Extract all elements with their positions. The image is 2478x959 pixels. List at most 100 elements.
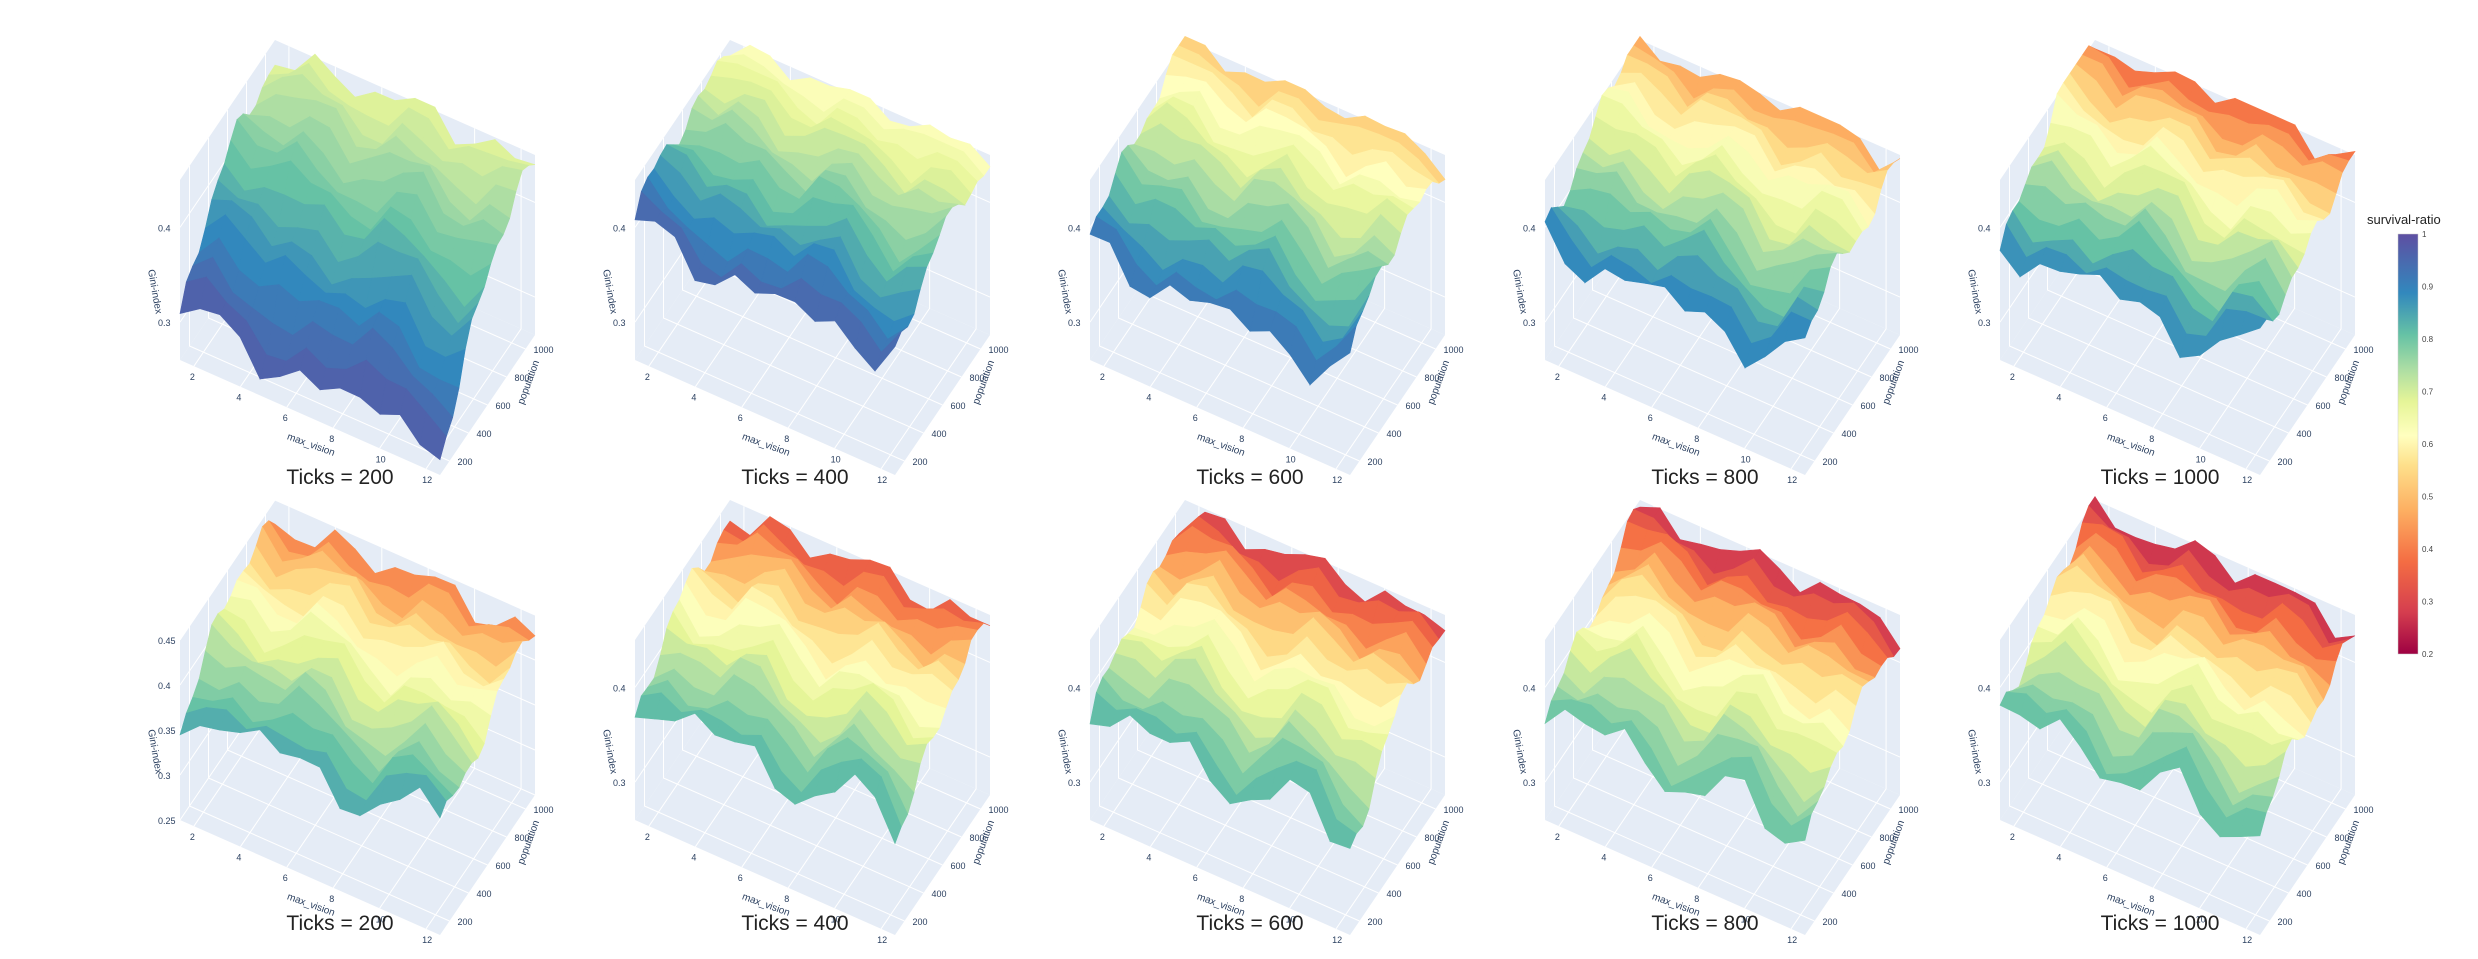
z-tick-label: 0.4 <box>1068 683 1081 693</box>
z-tick-label: 0.25 <box>158 816 176 826</box>
surface-mesh <box>634 44 991 372</box>
x-tick-label: 4 <box>691 853 696 863</box>
grid-x <box>425 148 522 470</box>
y-tick-label: 600 <box>1406 861 1421 871</box>
z-tick-label: 0.3 <box>1068 778 1081 788</box>
z-axis-label: Gini-index <box>1055 729 1074 775</box>
x-tick-label: 6 <box>283 873 288 883</box>
colorbar-ticks: 1 0.9 0.8 0.7 0.6 0.5 0.4 0.3 0.2 <box>2422 230 2434 659</box>
y-tick-label: 400 <box>2297 889 2312 899</box>
z-axis-label: Gini-index <box>600 729 619 775</box>
y-tick-label: 400 <box>1387 889 1402 899</box>
surface-mesh <box>1089 36 1446 386</box>
x-tick-label: 4 <box>1601 393 1606 403</box>
y-tick-label: 200 <box>2278 457 2293 467</box>
grid-x <box>880 608 977 930</box>
y-tick-label: 1000 <box>1899 805 1919 815</box>
colorbar-tick-label: 0.6 <box>2422 440 2434 449</box>
panel-caption: Ticks = 800 <box>1651 912 1758 935</box>
surface-quad <box>1784 813 1812 844</box>
surface-mesh <box>179 520 536 819</box>
x-tick-label: 10 <box>1286 454 1296 464</box>
z-tick-label: 0.4 <box>1068 223 1081 233</box>
grid-x <box>2245 148 2342 470</box>
x-tick-label: 8 <box>2149 894 2154 904</box>
x-tick-label: 12 <box>422 475 432 485</box>
surface-panel: 2468101220040060080010000.30.4max_vision… <box>1965 40 2374 489</box>
x-tick-label: 2 <box>190 832 195 842</box>
z-tick-label: 0.3 <box>158 771 171 781</box>
y-tick-label: 400 <box>2297 429 2312 439</box>
x-tick-label: 2 <box>1555 372 1560 382</box>
y-tick-label: 1000 <box>1444 345 1464 355</box>
y-tick-label: 800 <box>970 833 985 843</box>
y-tick-label: 200 <box>1823 917 1838 927</box>
z-axis-label: Gini-index <box>1965 729 1984 775</box>
surface-quad <box>1329 324 1357 367</box>
x-tick-label: 8 <box>329 434 334 444</box>
z-tick-label: 0.4 <box>1523 223 1536 233</box>
z-tick-label: 0.4 <box>158 681 171 691</box>
panel-caption: Ticks = 1000 <box>2101 912 2220 935</box>
surface-panel: 2468101220040060080010000.30.4max_vision… <box>145 40 554 489</box>
x-tick-label: 4 <box>691 393 696 403</box>
x-tick-label: 6 <box>2103 873 2108 883</box>
z-axis-label: Gini-index <box>145 269 164 315</box>
x-tick-label: 6 <box>1193 873 1198 883</box>
z-tick-label: 0.3 <box>1978 318 1991 328</box>
y-tick-label: 1000 <box>534 805 554 815</box>
x-tick-label: 4 <box>2056 853 2061 863</box>
surface-quad <box>874 331 902 372</box>
y-tick-label: 1000 <box>989 345 1009 355</box>
y-tick-label: 600 <box>1861 401 1876 411</box>
y-tick-label: 800 <box>1425 833 1440 843</box>
surface-panel: 2468101220040060080010000.30.4max_vision… <box>1055 500 1464 945</box>
y-tick-label: 800 <box>2335 373 2350 383</box>
surface-panel: 2468101220040060080010000.30.4max_vision… <box>600 500 1009 945</box>
colorbar-gradient <box>2397 233 2419 655</box>
z-axis-label: Gini-index <box>1965 269 1984 315</box>
y-tick-label: 800 <box>970 373 985 383</box>
x-tick-label: 2 <box>645 372 650 382</box>
y-tick-label: 200 <box>1368 917 1383 927</box>
y-tick-label: 600 <box>951 401 966 411</box>
x-tick-label: 6 <box>1193 413 1198 423</box>
y-tick-label: 600 <box>496 401 511 411</box>
surface-panel: 2468101220040060080010000.30.4max_vision… <box>600 40 1009 489</box>
z-tick-label: 0.4 <box>1978 683 1991 693</box>
x-tick-label: 2 <box>1100 372 1105 382</box>
surface-mesh <box>1544 506 1901 844</box>
y-tick-label: 400 <box>477 429 492 439</box>
panel-caption: Ticks = 400 <box>741 912 848 935</box>
panel-caption: Ticks = 200 <box>286 912 393 935</box>
z-tick-label: 0.3 <box>1523 778 1536 788</box>
y-tick-label: 200 <box>913 917 928 927</box>
x-tick-label: 4 <box>1146 853 1151 863</box>
surface-panels: 2468101220040060080010000.30.4max_vision… <box>145 35 2374 945</box>
y-tick-label: 1000 <box>1444 805 1464 815</box>
panel-caption: Ticks = 600 <box>1196 912 1303 935</box>
y-tick-label: 600 <box>1406 401 1421 411</box>
surface-mesh <box>1089 511 1446 849</box>
colorbar-tick-label: 0.7 <box>2422 388 2434 397</box>
y-tick-label: 200 <box>1823 457 1838 467</box>
surface-mesh <box>179 53 536 461</box>
x-tick-label: 12 <box>2242 475 2252 485</box>
x-tick-label: 2 <box>1100 832 1105 842</box>
x-tick-label: 6 <box>1648 873 1653 883</box>
x-tick-label: 6 <box>1648 413 1653 423</box>
z-tick-label: 0.4 <box>1523 683 1536 693</box>
colorbar-tick-label: 1 <box>2422 230 2427 239</box>
z-tick-label: 0.4 <box>613 223 626 233</box>
z-tick-label: 0.3 <box>1978 778 1991 788</box>
y-tick-label: 600 <box>2316 861 2331 871</box>
x-tick-label: 8 <box>784 434 789 444</box>
grid-x <box>1335 148 1432 470</box>
y-tick-label: 800 <box>1880 373 1895 383</box>
grid-x <box>1790 608 1887 930</box>
x-tick-label: 12 <box>1787 935 1797 945</box>
z-axis-label: Gini-index <box>600 269 619 315</box>
x-tick-label: 8 <box>1239 434 1244 444</box>
z-tick-label: 0.4 <box>613 683 626 693</box>
x-tick-label: 4 <box>1146 393 1151 403</box>
